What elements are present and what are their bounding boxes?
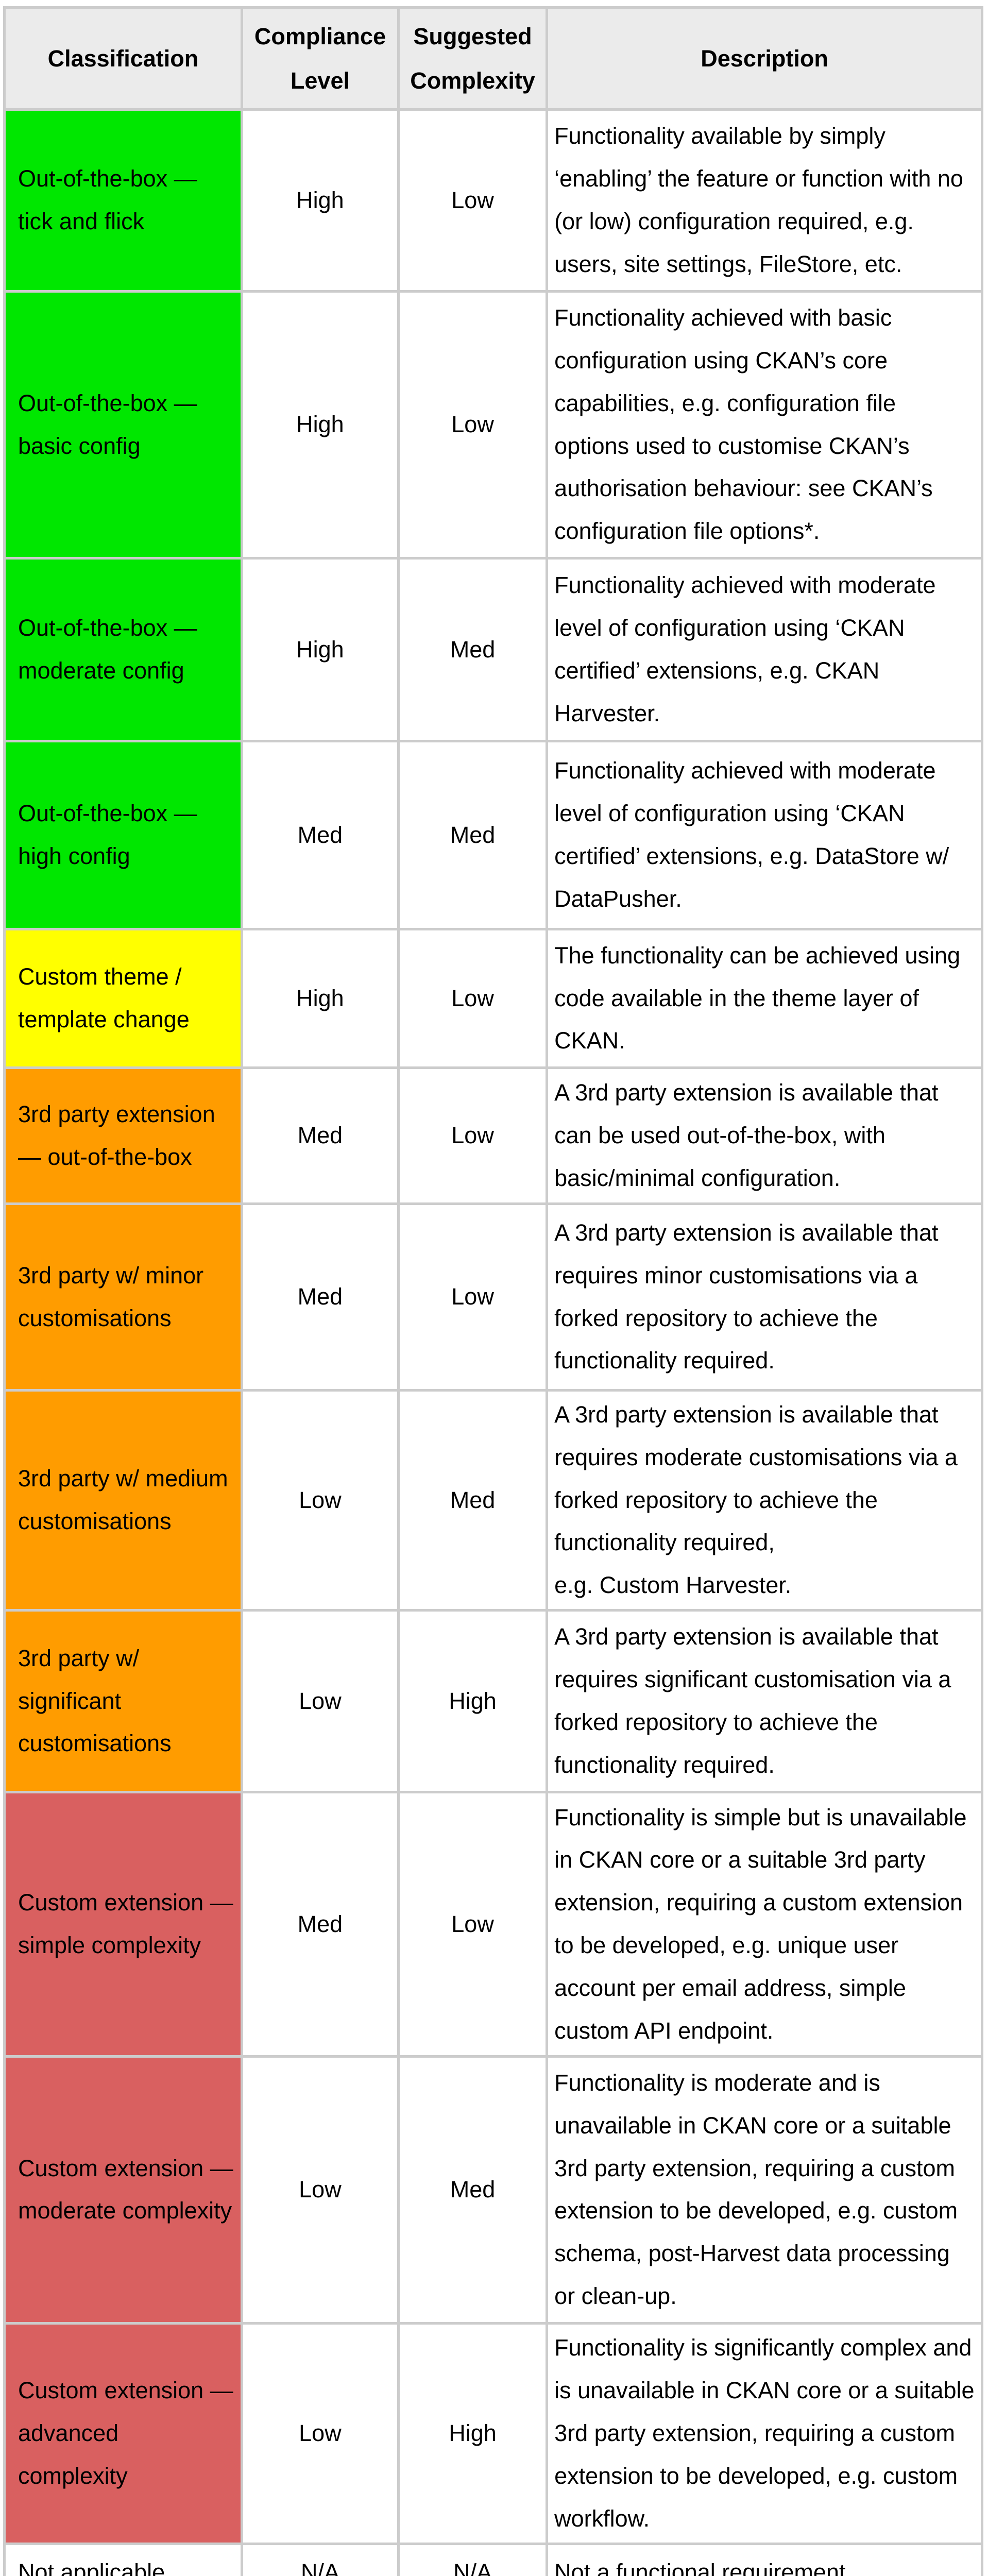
suggested-complexity-cell: High — [397, 1608, 549, 1793]
compliance-level-cell: High — [240, 928, 400, 1069]
compliance-level-cell: Med — [240, 1066, 400, 1205]
description-cell: A 3rd party extension is available that … — [546, 1202, 983, 1392]
suggested-complexity-cell: Low — [397, 290, 549, 560]
table-row: 3rd party extension — out-of-the-box Med… — [3, 1066, 983, 1205]
description-cell: Functionality is significantly complex a… — [546, 2321, 983, 2545]
description-cell: Functionality achieved with basic config… — [546, 290, 983, 560]
classification-cell: Custom extension — simple complexity — [3, 1790, 243, 2058]
column-header-suggested-complexity: Suggested Complexity — [397, 6, 549, 111]
table-row: Not applicable N/A N/A Not a functional … — [3, 2542, 983, 2576]
description-cell: Functionality available by simply ‘enabl… — [546, 108, 983, 293]
suggested-complexity-cell: High — [397, 2321, 549, 2545]
classification-cell: 3rd party w/ significant customisations — [3, 1608, 243, 1793]
compliance-level-cell: Med — [240, 1202, 400, 1392]
classification-cell: Not applicable — [3, 2542, 243, 2576]
description-cell: A 3rd party extension is available that … — [546, 1066, 983, 1205]
suggested-complexity-cell: Low — [397, 1202, 549, 1392]
table-row: 3rd party w/ minor customisations Med Lo… — [3, 1202, 983, 1392]
column-header-classification: Classification — [3, 6, 243, 111]
description-cell: Functionality achieved with moderate lev… — [546, 557, 983, 742]
classification-cell: Custom extension — advanced complexity — [3, 2321, 243, 2545]
suggested-complexity-cell: Med — [397, 740, 549, 930]
compliance-level-cell: Low — [240, 1389, 400, 1612]
compliance-level-cell: Med — [240, 740, 400, 930]
table-row: Custom extension — advanced complexity L… — [3, 2321, 983, 2545]
header-row: Classification Compliance Level Suggeste… — [3, 6, 983, 111]
table-row: Out-of-the-box — tick and flick High Low… — [3, 108, 983, 293]
table-row: Custom theme / template change High Low … — [3, 928, 983, 1069]
classification-cell: Out-of-the-box — moderate config — [3, 557, 243, 742]
description-cell: A 3rd party extension is available that … — [546, 1389, 983, 1612]
table-row: Out-of-the-box — moderate config High Me… — [3, 557, 983, 742]
column-header-description: Description — [546, 6, 983, 111]
description-cell: A 3rd party extension is available that … — [546, 1608, 983, 1793]
compliance-level-cell: High — [240, 557, 400, 742]
column-header-compliance-level: Compliance Level — [240, 6, 400, 111]
classification-cell: Out-of-the-box — tick and flick — [3, 108, 243, 293]
table-row: Out-of-the-box — high config Med Med Fun… — [3, 740, 983, 930]
description-cell: Functionality achieved with moderate lev… — [546, 740, 983, 930]
table-body: Out-of-the-box — tick and flick High Low… — [3, 108, 983, 2576]
compliance-level-cell: Low — [240, 2321, 400, 2545]
compliance-level-cell: High — [240, 108, 400, 293]
suggested-complexity-cell: Low — [397, 108, 549, 293]
table-row: 3rd party w/ medium customisations Low M… — [3, 1389, 983, 1612]
compliance-level-cell: Low — [240, 2055, 400, 2325]
compliance-level-cell: N/A — [240, 2542, 400, 2576]
classification-cell: Custom theme / template change — [3, 928, 243, 1069]
classification-cell: 3rd party w/ medium customisations — [3, 1389, 243, 1612]
classification-cell: 3rd party extension — out-of-the-box — [3, 1066, 243, 1205]
table-row: Out-of-the-box — basic config High Low F… — [3, 290, 983, 560]
suggested-complexity-cell: Med — [397, 557, 549, 742]
classification-cell: 3rd party w/ minor customisations — [3, 1202, 243, 1392]
classification-cell: Out-of-the-box — basic config — [3, 290, 243, 560]
suggested-complexity-cell: Med — [397, 2055, 549, 2325]
description-cell: Functionality is moderate and is unavail… — [546, 2055, 983, 2325]
table-row: Custom extension — moderate complexity L… — [3, 2055, 983, 2325]
suggested-complexity-cell: Low — [397, 928, 549, 1069]
compliance-level-cell: Low — [240, 1608, 400, 1793]
classification-cell: Custom extension — moderate complexity — [3, 2055, 243, 2325]
table-header: Classification Compliance Level Suggeste… — [3, 6, 983, 111]
description-cell: Functionality is simple but is unavailab… — [546, 1790, 983, 2058]
classification-table: Classification Compliance Level Suggeste… — [3, 6, 983, 2576]
compliance-level-cell: Med — [240, 1790, 400, 2058]
suggested-complexity-cell: Med — [397, 1389, 549, 1612]
description-cell: Not a functional requirement. — [546, 2542, 983, 2576]
table-row: Custom extension — simple complexity Med… — [3, 1790, 983, 2058]
classification-cell: Out-of-the-box — high config — [3, 740, 243, 930]
suggested-complexity-cell: Low — [397, 1790, 549, 2058]
compliance-level-cell: High — [240, 290, 400, 560]
suggested-complexity-cell: Low — [397, 1066, 549, 1205]
table-row: 3rd party w/ significant customisations … — [3, 1608, 983, 1793]
description-cell: The functionality can be achieved using … — [546, 928, 983, 1069]
suggested-complexity-cell: N/A — [397, 2542, 549, 2576]
